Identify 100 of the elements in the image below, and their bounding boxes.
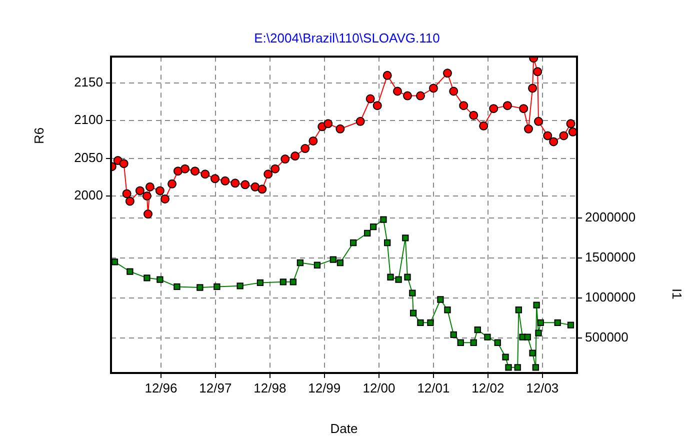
x-tick-label: 12/00 [362,380,396,396]
point [380,216,387,223]
point [240,180,250,190]
point [514,364,521,371]
y2-tick-label: 1500000 [585,250,636,265]
y2-axis-title: I1 [669,288,684,300]
point [442,68,452,78]
point [125,196,134,206]
point [230,178,240,188]
x-axis-title: Date [330,420,358,436]
x-tick-label: 12/99 [308,380,341,396]
point [392,86,402,96]
point [484,334,491,340]
point [155,186,164,196]
point [314,262,321,268]
chart-title: E:\2004\Brazil\110\SLOAVG.110 [254,30,440,46]
point [409,290,416,296]
point [308,136,318,146]
point [549,137,558,146]
point [543,131,552,140]
point [111,258,118,266]
y-tick-label: 2050 [74,150,103,165]
point [122,189,132,198]
point [264,170,273,179]
point [417,319,424,326]
point [126,268,134,275]
point [567,322,574,328]
point [502,101,512,110]
point [524,124,534,134]
point [537,319,544,326]
point [270,164,280,174]
point [559,131,568,140]
point [324,119,333,128]
point [533,67,542,76]
point [554,319,561,326]
point [370,223,377,230]
point [449,86,458,96]
point [290,278,297,286]
point [519,104,528,114]
point [427,319,434,326]
x-tick-label: 12/01 [417,380,450,396]
point [142,191,152,200]
point [145,182,154,192]
point [410,310,417,316]
point [444,306,451,314]
point [236,282,244,290]
point [534,116,544,126]
point [469,110,478,120]
point [437,296,444,303]
point [457,339,464,346]
y-tick-label: 2000 [74,188,103,203]
point [258,184,267,194]
point [535,330,542,336]
point [502,354,509,360]
point [180,164,190,174]
x-tick-label: 12/98 [254,380,286,396]
point [336,259,344,266]
point [382,70,392,80]
point [174,166,182,176]
point [300,144,310,154]
point [494,339,501,346]
point [372,101,382,110]
point [528,84,538,93]
point [524,334,531,340]
point [156,276,164,283]
y-tick-label: 2150 [74,74,103,90]
point [119,159,128,168]
y-axis-title: R6 [32,127,47,144]
point [505,364,512,371]
x-tick-label: 12/03 [526,380,559,396]
point [330,256,337,263]
y2-tick-label: 500000 [585,329,628,344]
point [387,274,394,280]
point [479,121,488,130]
point [404,274,411,280]
point [280,154,290,164]
point [214,283,220,290]
point [196,284,204,291]
x-tick-label: 12/02 [472,380,504,396]
x-tick-label: 12/96 [144,380,178,396]
point [568,127,577,136]
point [356,116,365,126]
point [210,174,220,184]
point [336,124,345,134]
point [533,302,540,308]
point [416,91,425,100]
point [384,239,391,246]
point [402,91,412,100]
y-tick-label: 2100 [74,112,103,128]
point [532,364,539,371]
x-tick-label: 12/97 [199,380,232,396]
point [459,101,468,110]
point [366,94,375,104]
point [250,182,260,192]
point [280,278,287,286]
point [515,306,522,314]
y2-tick-label: 1000000 [585,289,636,304]
point [190,166,200,176]
point [200,170,210,179]
point [489,104,498,114]
